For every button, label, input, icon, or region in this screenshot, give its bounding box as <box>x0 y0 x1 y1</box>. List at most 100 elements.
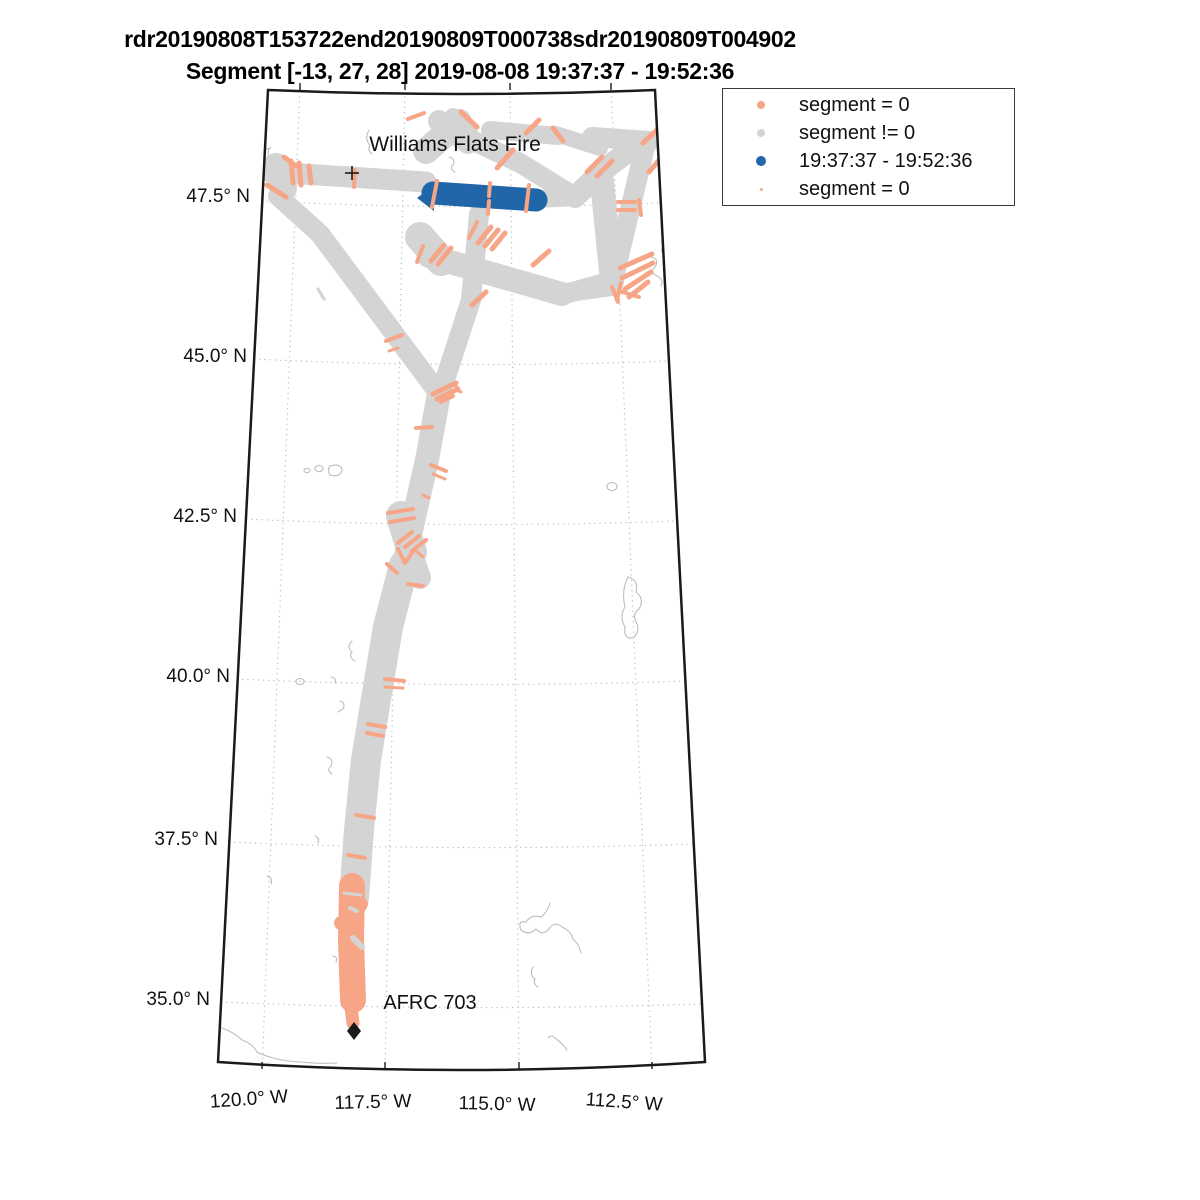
segment0-tick <box>428 242 447 264</box>
meridian-gridline <box>610 90 653 1070</box>
segment0-tick <box>383 677 406 683</box>
coastline-layer <box>218 129 663 1064</box>
segment0-tick <box>403 548 416 565</box>
coastline-path <box>348 640 356 662</box>
graticule-layer <box>220 90 703 1070</box>
segment0-tick <box>637 198 643 217</box>
segment0-tick <box>388 516 416 524</box>
flight-track-gray <box>555 271 622 304</box>
lat-tick-label: 40.0° N <box>166 666 230 687</box>
segment0-tick <box>430 380 459 397</box>
coastline-path <box>332 955 338 963</box>
coastline-path <box>295 677 305 686</box>
coastline-path <box>366 129 373 155</box>
segment0-tick-on-highlight <box>487 181 492 198</box>
segment0-tick <box>434 386 461 402</box>
fire-annotation: Williams Flats Fire <box>369 133 541 156</box>
segment0-tick <box>494 147 516 171</box>
segment0-tick <box>439 394 455 404</box>
meridian-gridline <box>384 90 406 1070</box>
coastline-path <box>314 835 320 844</box>
segment0-tick <box>346 853 367 860</box>
coastline-path <box>606 481 618 492</box>
coastline-path <box>266 875 273 885</box>
aircraft-annotation: AFRC 703 <box>383 992 477 1014</box>
flight-track-gray <box>603 137 655 291</box>
segment0-tick <box>523 117 542 136</box>
parallel-gridline <box>220 1001 703 1009</box>
legend-item: 19:37:37 - 19:52:36 <box>723 148 1014 175</box>
segment0-tick-on-highlight <box>430 179 439 209</box>
flight-track-gray <box>260 161 437 193</box>
lat-tick-label: 45.0° N <box>183 346 247 367</box>
legend-item: segment = 0 <box>723 92 1014 119</box>
segment0-tick <box>482 227 501 249</box>
segment0-tick-on-highlight <box>524 183 531 213</box>
legend-item: segment = 0 <box>723 176 1014 203</box>
segment0-tick <box>264 182 289 200</box>
segment0-tick <box>640 127 660 146</box>
segment0-tick <box>594 158 615 179</box>
segment0-tick <box>383 685 405 690</box>
figure-subtitle: Segment [-13, 27, 28] 2019-08-08 19:37:3… <box>185 58 735 84</box>
segment0-tick <box>342 888 364 895</box>
gray-overlay-tick <box>348 906 359 913</box>
segment0-tick <box>366 722 387 729</box>
segment0-tick <box>475 224 494 246</box>
segment0-tick <box>386 507 415 515</box>
segment0-tick <box>415 244 425 264</box>
coastline-path <box>326 756 333 775</box>
flight-track-segment0-band <box>338 873 366 1013</box>
segment0-tick <box>306 163 314 186</box>
segment0-tick <box>458 109 480 130</box>
segment0-tick <box>414 425 434 430</box>
flight-track-gray <box>468 133 585 207</box>
segment0-tick <box>617 251 655 271</box>
lat-tick-label: 47.5° N <box>186 186 250 207</box>
gray-overlay-tick <box>316 287 326 301</box>
lat-tick-label: 37.5° N <box>154 829 218 850</box>
legend-item-label: 19:37:37 - 19:52:36 <box>799 149 973 172</box>
segment0-tick <box>281 154 299 169</box>
coastline-path <box>547 1035 568 1051</box>
flight-track-gray <box>548 126 608 156</box>
parallel-gridline <box>261 200 662 208</box>
segment0-tick <box>385 562 399 575</box>
flight-track-gray <box>339 550 419 913</box>
legend-marker-dot <box>756 156 766 166</box>
segment0-tick <box>622 269 654 292</box>
segment0-tick <box>619 260 656 281</box>
coastline-path <box>519 902 582 954</box>
flight-track-gray <box>405 222 456 276</box>
legend-box: segment = 0 segment != 0 19:37:37 - 19:52:… <box>722 88 1015 206</box>
segment0-tick <box>429 463 448 473</box>
segment0-tick <box>406 582 425 588</box>
track-layer <box>260 108 673 1030</box>
coastline-path <box>218 1026 338 1064</box>
segment0-tick <box>396 547 407 565</box>
flight-track-gray <box>263 153 297 201</box>
flight-track-highlight <box>421 181 548 212</box>
segment0-tick <box>467 220 479 240</box>
coastline-path <box>314 464 324 473</box>
segment0-tick <box>431 472 447 481</box>
legend-marker-cell <box>723 156 799 166</box>
coastline-path <box>337 700 345 713</box>
coastline-path <box>303 467 311 474</box>
segment0-tick <box>435 245 454 267</box>
segment0-tick <box>666 286 673 304</box>
segment0-tick <box>610 285 620 304</box>
coastline-path <box>330 676 337 684</box>
flight-track-gray <box>428 110 479 154</box>
legend-marker-cell <box>723 101 799 109</box>
legend-item-label: segment != 0 <box>799 121 916 144</box>
legend-marker-dot <box>757 129 765 137</box>
segment0-tick <box>296 160 304 188</box>
lat-tick-label: 42.5° N <box>173 506 237 527</box>
segment0-tick <box>530 248 552 268</box>
map-frame <box>216 88 707 1072</box>
segment0-tick <box>354 813 376 820</box>
gray-overlay-tick <box>342 891 363 897</box>
